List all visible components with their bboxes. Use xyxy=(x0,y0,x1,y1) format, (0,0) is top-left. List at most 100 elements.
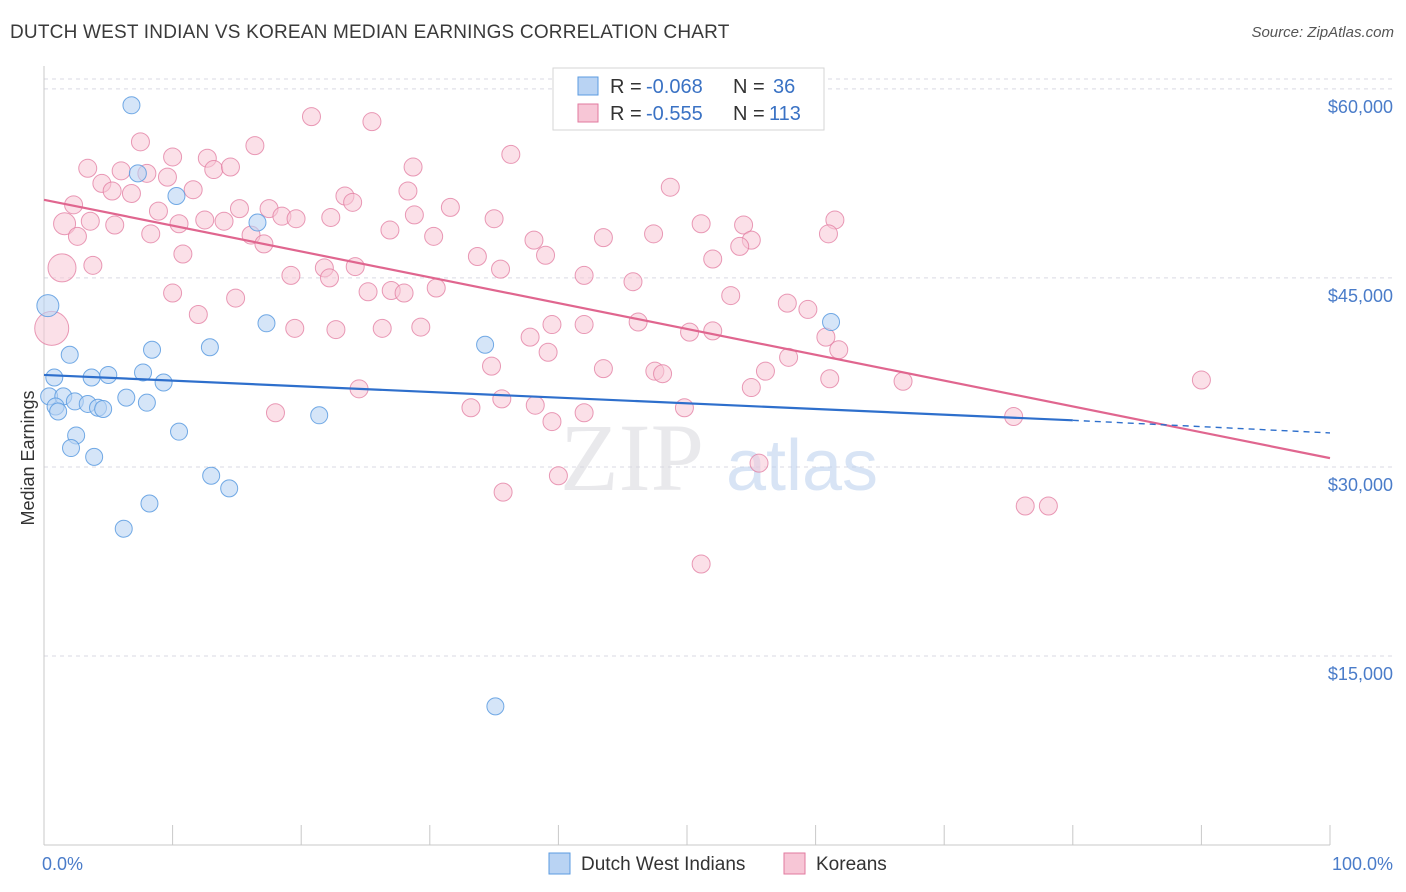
dutch-west-indian-point-22 xyxy=(117,388,136,407)
korean-point-50 xyxy=(730,236,750,256)
source-label: Source: ZipAtlas.com xyxy=(1251,24,1394,41)
korean-point-67 xyxy=(721,286,741,306)
korean-point-30 xyxy=(169,214,189,234)
korean-point-72 xyxy=(777,293,797,313)
korean-point-37 xyxy=(484,209,504,229)
korean-point-112 xyxy=(1015,496,1035,516)
korean-point-86 xyxy=(703,321,723,341)
dutch-west-indian-point-2 xyxy=(167,187,186,206)
korean-point-34 xyxy=(286,209,306,229)
korean-point-56 xyxy=(703,249,723,269)
korean-point-44 xyxy=(380,220,400,240)
dutch-west-indian-point-11 xyxy=(45,368,64,387)
dutch-west-indian-point-15 xyxy=(154,373,173,392)
korean-point-19 xyxy=(398,181,418,201)
dutch-west-indians-points xyxy=(36,96,841,716)
chart-title: DUTCH WEST INDIAN VS KOREAN MEDIAN EARNI… xyxy=(10,22,730,43)
dutch-west-indian-point-8 xyxy=(200,338,219,357)
korean-point-25 xyxy=(343,192,363,212)
korean-point-97 xyxy=(893,371,913,391)
legend-n-value-pink: 113 xyxy=(769,103,801,125)
korean-point-103 xyxy=(574,403,594,423)
korean-point-100 xyxy=(492,389,512,409)
dutch-west-indian-point-21 xyxy=(94,399,113,418)
series-legend-label-blue: Dutch West Indians xyxy=(581,854,745,875)
korean-point-8 xyxy=(111,161,131,181)
korean-point-78 xyxy=(326,320,346,340)
axes xyxy=(43,66,1331,846)
korean-point-105 xyxy=(741,378,761,398)
korean-point-29 xyxy=(105,215,125,235)
stats-legend: R = -0.068 N = 36 R = -0.555 N = 113 xyxy=(552,67,825,131)
korean-point-110 xyxy=(749,453,769,473)
korean-point-45 xyxy=(424,226,444,246)
korean-point-46 xyxy=(524,230,544,250)
korean-point-95 xyxy=(755,361,775,381)
y-tick-label-1: $30,000 xyxy=(1328,475,1393,495)
korean-point-84 xyxy=(628,312,648,332)
korean-point-90 xyxy=(829,340,849,360)
x-tick-label-1: 100.0% xyxy=(1332,854,1393,874)
korean-point-62 xyxy=(281,265,301,285)
dutch-west-indian-point-32 xyxy=(220,479,239,498)
series-legend: Dutch West Indians Koreans xyxy=(548,852,887,875)
dutch-west-indian-point-10 xyxy=(822,313,841,332)
dutch-west-indian-point-33 xyxy=(140,494,159,513)
legend-n-label-blue: N = xyxy=(733,76,765,98)
dutch-west-indian-point-30 xyxy=(85,447,104,466)
korean-point-31 xyxy=(195,210,215,230)
legend-swatch-blue xyxy=(577,76,599,96)
y-tick-label-2: $45,000 xyxy=(1328,286,1393,306)
dutch-west-indian-point-23 xyxy=(137,393,156,412)
korean-point-55 xyxy=(536,245,556,265)
dutch-west-indian-point-7 xyxy=(143,340,162,359)
korean-point-7 xyxy=(78,158,98,178)
korean-point-54 xyxy=(467,247,487,267)
korean-point-28 xyxy=(80,211,100,231)
korean-point-12 xyxy=(220,157,240,177)
series-legend-swatch-pink xyxy=(783,852,806,875)
korean-point-85 xyxy=(680,322,700,342)
watermark: ZIP atlas xyxy=(560,404,878,511)
korean-point-101 xyxy=(525,395,545,415)
korean-point-94 xyxy=(653,364,673,384)
korean-point-36 xyxy=(404,205,424,225)
legend-swatch-pink xyxy=(577,103,599,123)
watermark-atlas: atlas xyxy=(726,426,878,506)
dutch-west-indian-point-27 xyxy=(170,422,189,441)
korean-point-114 xyxy=(691,554,711,574)
korean-point-106 xyxy=(265,403,285,423)
korean-point-96 xyxy=(820,369,840,389)
korean-point-73 xyxy=(798,299,818,319)
korean-point-92 xyxy=(593,359,613,379)
dutch-west-indians-trend-extension xyxy=(1072,419,1331,434)
korean-point-60 xyxy=(574,265,594,285)
korean-point-27 xyxy=(53,212,77,236)
korean-point-3 xyxy=(245,136,265,156)
legend-r-value-blue: -0.068 xyxy=(646,76,703,98)
korean-point-17 xyxy=(121,183,141,203)
grid-lines xyxy=(44,78,1395,657)
korean-point-66 xyxy=(623,272,643,292)
dutch-west-indian-point-34 xyxy=(114,519,133,538)
korean-point-42 xyxy=(141,224,161,244)
dutch-west-indian-point-31 xyxy=(202,466,221,485)
korean-point-15 xyxy=(183,180,203,200)
dutch-west-indian-point-5 xyxy=(257,314,276,333)
korean-point-76 xyxy=(188,304,208,324)
korean-point-91 xyxy=(482,356,502,376)
korean-point-51 xyxy=(818,224,838,244)
korean-point-11 xyxy=(204,160,224,180)
korean-point-4 xyxy=(501,144,521,164)
dutch-west-indian-point-35 xyxy=(486,697,505,716)
y-tick-label-3: $60,000 xyxy=(1328,97,1393,117)
series-legend-label-pink: Koreans xyxy=(816,854,887,875)
korean-point-26 xyxy=(440,197,460,217)
legend-r-label-blue: R = xyxy=(610,76,642,98)
korean-point-77 xyxy=(285,318,305,338)
legend-r-value-pink: -0.555 xyxy=(646,103,703,125)
x-tick-labels: 0.0% 100.0% xyxy=(42,854,1393,874)
korean-point-107 xyxy=(542,412,562,432)
korean-point-35 xyxy=(321,207,341,227)
dutch-west-indian-point-25 xyxy=(49,402,68,421)
